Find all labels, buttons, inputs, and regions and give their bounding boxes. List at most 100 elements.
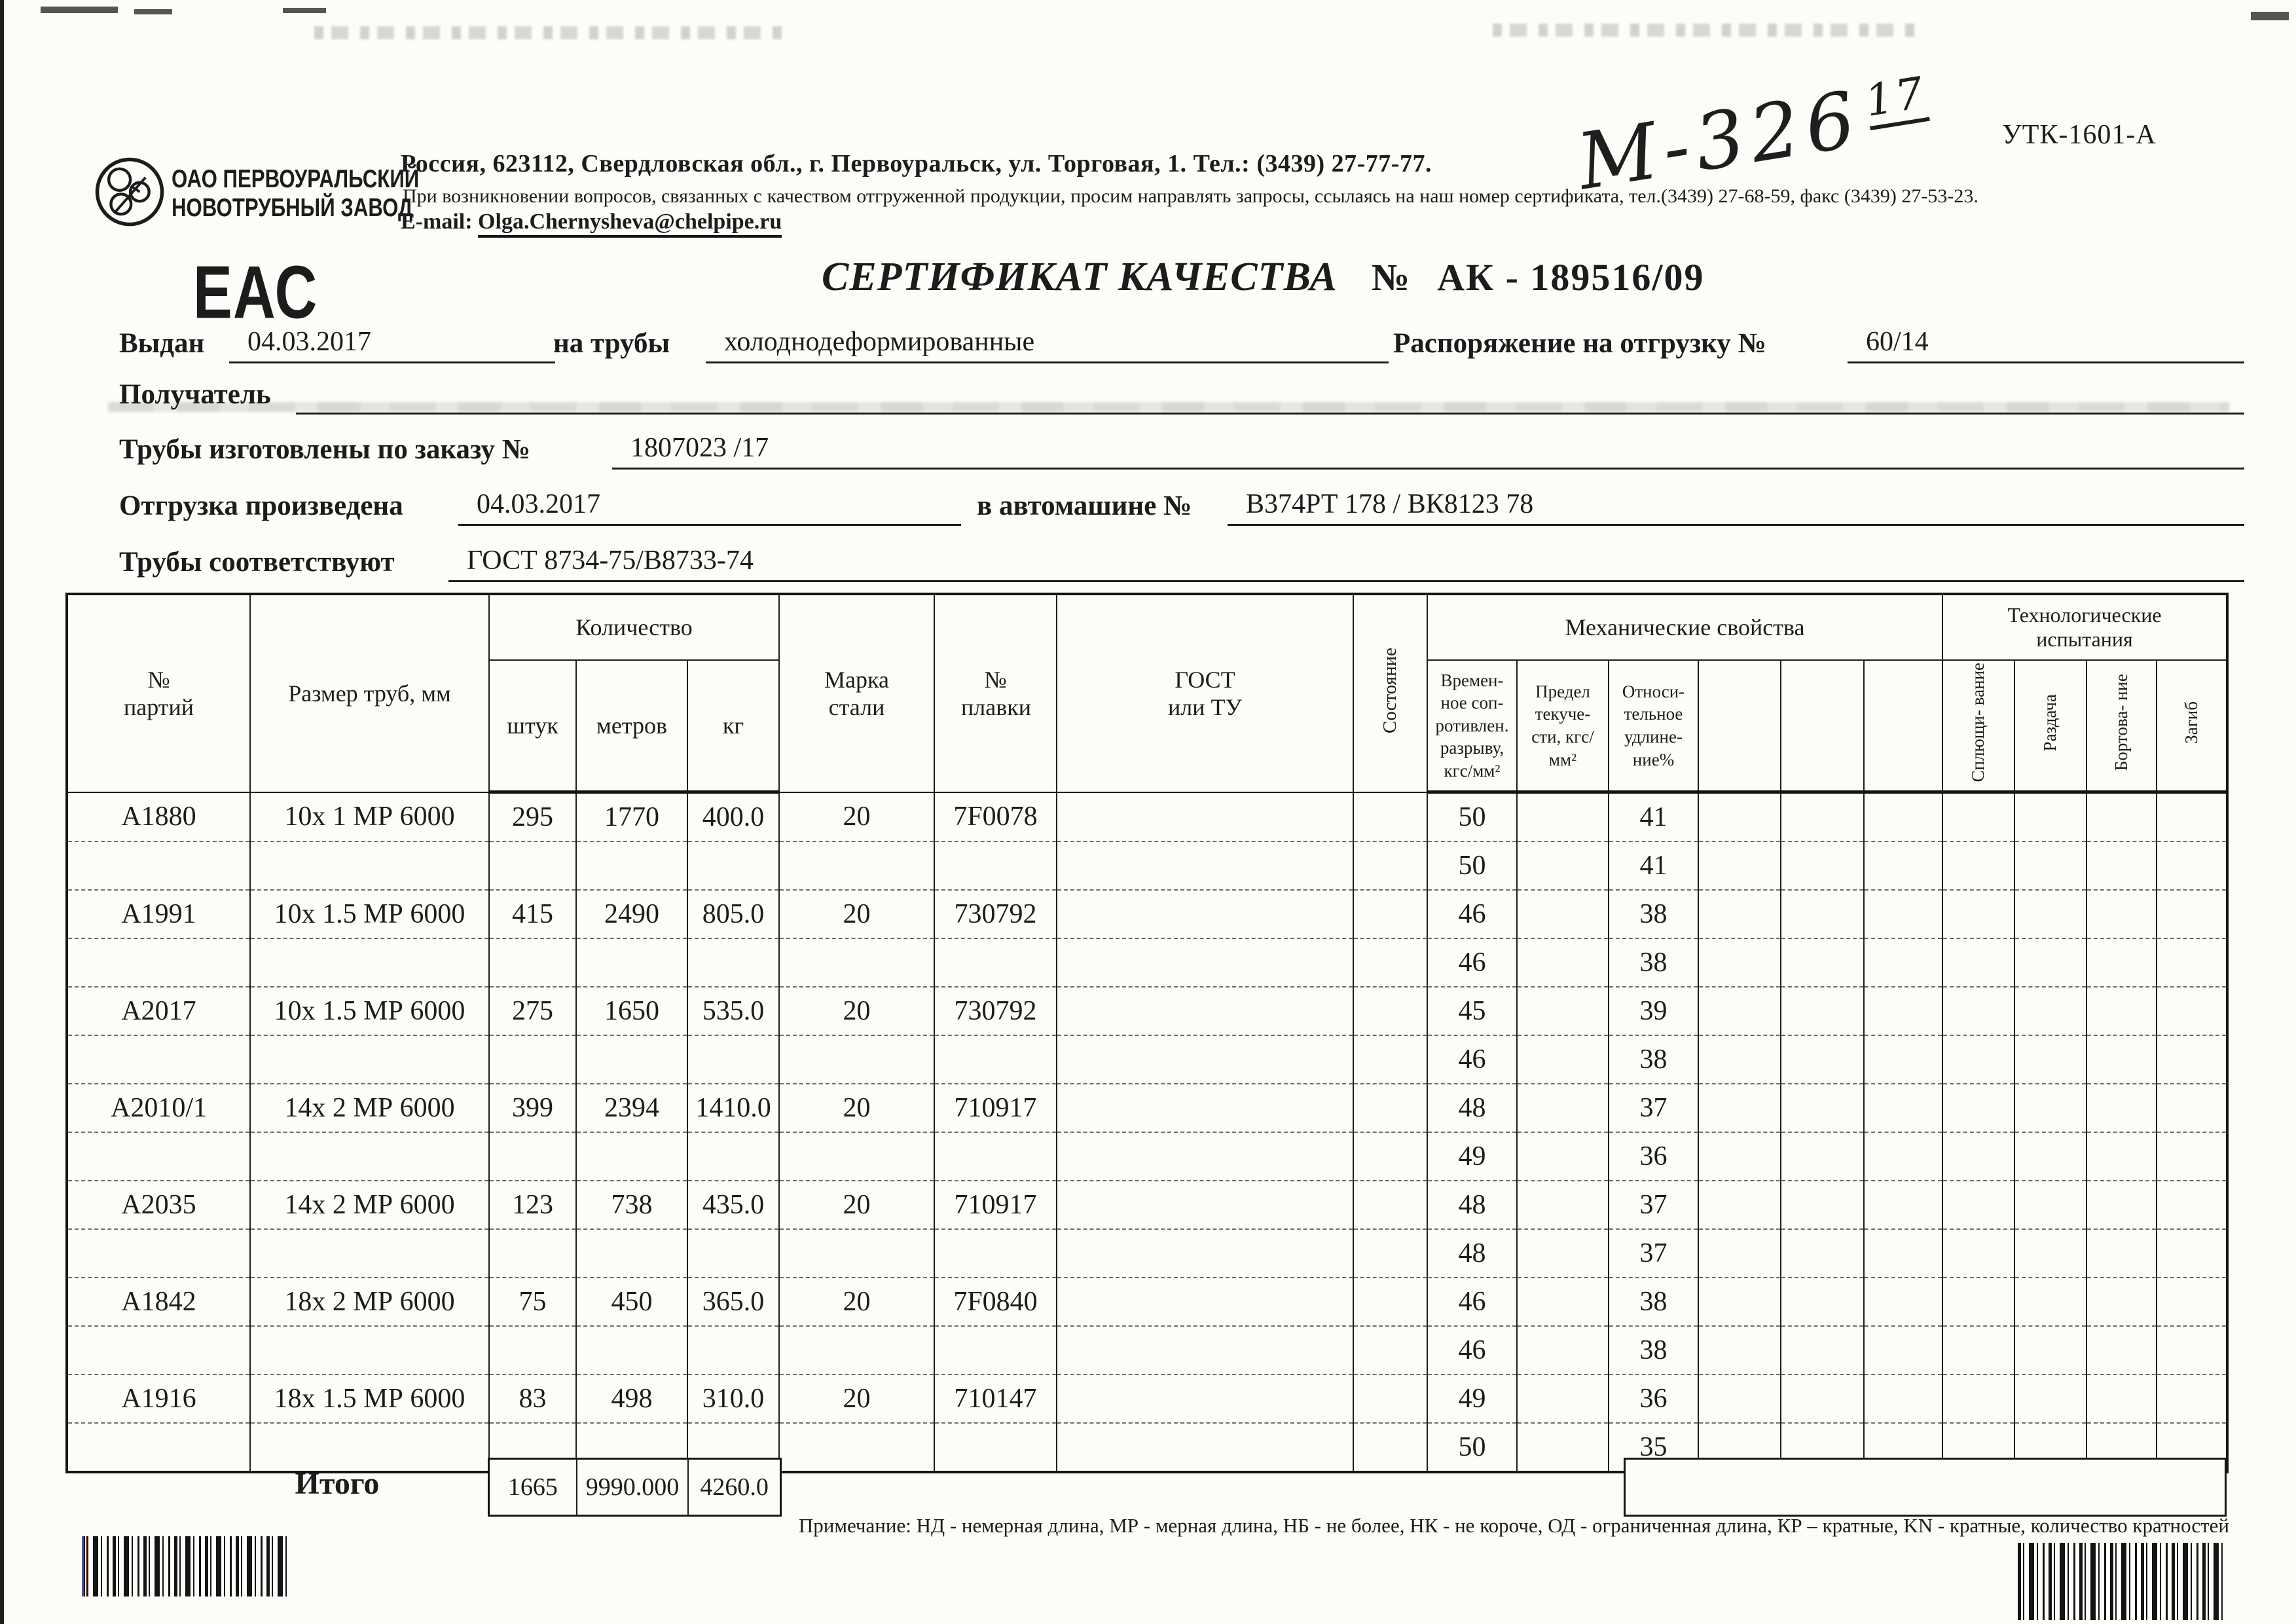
cell-pieces: 275 (488, 987, 577, 1036)
scan-speck (2251, 12, 2289, 20)
cell-heat (934, 841, 1057, 891)
col-header-steel: Марка стали (778, 593, 935, 793)
cell-elongation: 37 (1608, 1084, 1699, 1133)
cell-bend (2156, 1278, 2229, 1327)
cell-gost (1056, 890, 1354, 939)
cell-kg (687, 1132, 780, 1181)
cell-heat (934, 938, 1057, 987)
cell-meters: 450 (575, 1278, 688, 1327)
cell-flattening (1942, 938, 2016, 987)
truck-number: В374РТ 178 / ВК8123 78 (1246, 489, 1534, 519)
cell-meters: 2490 (575, 890, 688, 939)
cell-expansion (2014, 1181, 2088, 1230)
cell-meters (575, 1132, 688, 1181)
cell-expansion (2014, 1132, 2088, 1181)
cell-extra3 (1863, 1278, 1944, 1327)
cell-tensile: 49 (1427, 1375, 1518, 1424)
form-code: УТК-1601-А (2002, 120, 2157, 150)
shipping-order-number: 60/14 (1866, 327, 1929, 357)
cell-batch: А1991 (66, 890, 251, 939)
cell-batch: А1842 (66, 1278, 251, 1327)
shipped-date: 04.03.2017 (477, 489, 600, 519)
cell-meters (575, 841, 688, 891)
certificate-table: № партий Размер труб, мм Количество Марк… (65, 593, 2229, 1473)
cell-kg (687, 938, 780, 987)
cell-size: 10х 1.5 МР 6000 (249, 987, 490, 1036)
cell-steel (778, 938, 935, 987)
cell-extra2 (1780, 890, 1865, 939)
cell-steel (778, 1326, 935, 1375)
receiver-value (296, 377, 2244, 415)
cell-expansion (2014, 890, 2088, 939)
cell-gost (1056, 1181, 1354, 1230)
pipes-type: холоднодеформированные (724, 327, 1035, 357)
cell-tensile: 48 (1427, 1181, 1518, 1230)
scan-speck (134, 9, 172, 14)
col-header-gost: ГОСТ или ТУ (1056, 593, 1354, 793)
scan-edge-artifact (0, 0, 4, 1624)
scan-speck (41, 7, 118, 13)
cell-heat (934, 1132, 1057, 1181)
col-header-flanging: Бортова- ние (2086, 659, 2158, 794)
cell-bend (2156, 1084, 2229, 1133)
cell-pieces (488, 1035, 577, 1084)
cell-tensile: 46 (1427, 890, 1518, 939)
scan-noise (314, 26, 786, 39)
cell-expansion (2014, 1229, 2088, 1278)
cell-extra2 (1780, 1375, 1865, 1424)
cell-kg: 365.0 (687, 1278, 780, 1327)
cell-flanging (2086, 1084, 2158, 1133)
totals-box: 1665 9990.000 4260.0 (488, 1458, 782, 1517)
cell-pieces: 75 (488, 1278, 577, 1327)
cell-flattening (1942, 1035, 2016, 1084)
cell-bend (2156, 1375, 2229, 1424)
receiver-label: Получатель (119, 379, 271, 410)
cell-yield (1516, 841, 1609, 891)
cell-steel (778, 841, 935, 891)
col-header-batch: № партий (66, 593, 251, 793)
truck-value: В374РТ 178 / ВК8123 78 (1228, 489, 2244, 526)
col-group-tech: Технологические испытания (1942, 593, 2229, 661)
cell-kg: 535.0 (687, 987, 780, 1036)
certificate-title: СЕРТИФИКАТ КАЧЕСТВА № АК - 189516/09 (822, 254, 1705, 301)
total-meters: 9990.000 (575, 1460, 687, 1515)
col-group-quantity: Количество (488, 593, 780, 661)
cell-size: 18х 1.5 МР 6000 (249, 1375, 490, 1424)
company-address: Россия, 623112, Свердловская обл., г. Пе… (401, 150, 1432, 177)
cell-extra1 (1698, 938, 1781, 987)
cell-state (1353, 1132, 1428, 1181)
cell-flanging (2086, 987, 2158, 1036)
order-label: Трубы изготовлены по заказу № (119, 434, 530, 465)
cell-flanging (2086, 1229, 2158, 1278)
cell-yield (1516, 1326, 1609, 1375)
cell-gost (1056, 1375, 1354, 1424)
cell-gost (1056, 1423, 1354, 1472)
cell-flattening (1942, 1132, 2016, 1181)
shipping-order-value: 60/14 (1848, 326, 2244, 363)
table-row: А2035 14х 2 МР 6000 123 738 435.0 20 710917 48 3… (66, 1181, 2229, 1230)
email-address[interactable]: Olga.Chernysheva@chelpipe.ru (478, 210, 782, 238)
cell-heat (934, 1035, 1057, 1084)
cell-kg: 1410.0 (687, 1084, 780, 1133)
cell-elongation: 36 (1608, 1375, 1699, 1424)
cell-flanging (2086, 1375, 2158, 1424)
cell-batch: А2035 (66, 1181, 251, 1230)
cell-extra3 (1863, 1326, 1944, 1375)
cell-state (1353, 1084, 1428, 1133)
cell-gost (1056, 987, 1354, 1036)
cell-yield (1516, 1035, 1609, 1084)
scan-bleedthrough (108, 402, 2229, 412)
cell-yield (1516, 1375, 1609, 1424)
cell-extra3 (1863, 938, 1944, 987)
cell-yield (1516, 987, 1609, 1036)
cell-steel: 20 (778, 792, 935, 842)
cell-batch (66, 1132, 251, 1181)
cell-batch: А2017 (66, 987, 251, 1036)
cell-extra2 (1780, 841, 1865, 891)
cell-meters: 498 (575, 1375, 688, 1424)
barcode-color-artifact (86, 1536, 87, 1596)
cell-batch (66, 1229, 251, 1278)
cell-flattening (1942, 792, 2016, 842)
cell-state (1353, 987, 1428, 1036)
cell-tensile: 50 (1427, 841, 1518, 891)
